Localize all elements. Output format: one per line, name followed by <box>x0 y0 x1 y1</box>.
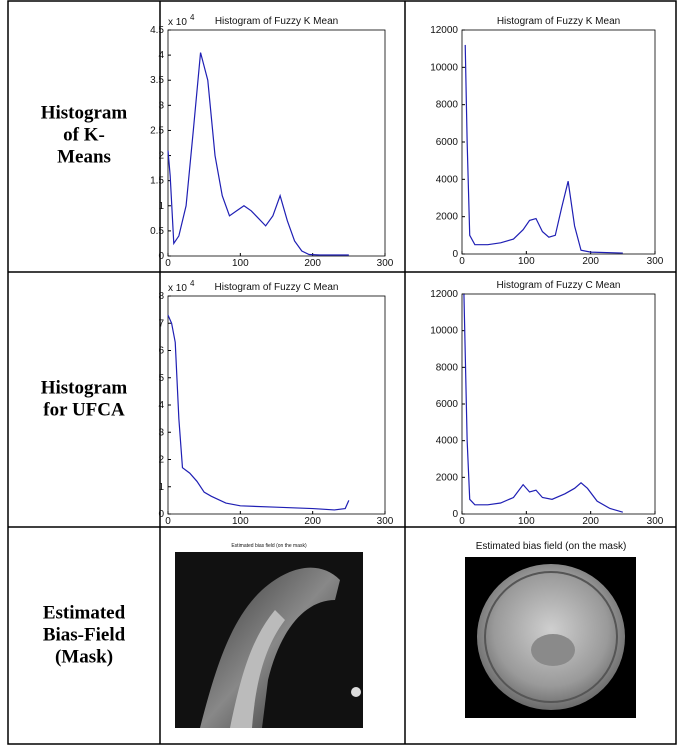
row-label: Estimated <box>43 602 126 623</box>
y-tick-label: 1 <box>158 482 164 493</box>
chart-title: Histogram of Fuzzy C Mean <box>215 282 339 293</box>
y-tick-label: 0 <box>452 509 458 520</box>
y-offset-exponent: 4 <box>190 13 195 22</box>
y-tick-label: 4 <box>158 400 164 411</box>
x-tick-label: 200 <box>582 516 599 527</box>
x-tick-label: 200 <box>582 256 599 267</box>
chart-title: Histogram of Fuzzy C Mean <box>497 280 621 291</box>
y-tick-label: 2000 <box>436 472 459 483</box>
plot-frame <box>462 294 655 514</box>
histogram-line <box>465 45 623 253</box>
plot-frame <box>168 296 385 514</box>
y-offset-base: x 10 <box>168 17 187 28</box>
x-tick-label: 0 <box>165 516 171 527</box>
mri-image <box>175 552 363 728</box>
head-image <box>465 557 636 718</box>
histogram-line <box>464 294 623 512</box>
image-caption: Estimated bias field (on the mask) <box>231 543 307 549</box>
row-label: of K- <box>63 124 105 145</box>
y-tick-label: 10000 <box>430 62 458 73</box>
y-tick-label: 7 <box>158 318 164 329</box>
x-tick-label: 100 <box>518 256 535 267</box>
y-tick-label: 10000 <box>430 326 458 337</box>
figure-table: Histogramof K-Means010020030000.511.522.… <box>0 0 683 745</box>
x-tick-label: 200 <box>304 258 321 269</box>
x-tick-label: 300 <box>377 516 394 527</box>
x-tick-label: 300 <box>647 256 664 267</box>
y-tick-label: 0 <box>452 249 458 260</box>
row-label: Means <box>57 146 111 167</box>
y-tick-label: 0 <box>158 251 164 262</box>
histogram-line <box>168 53 349 255</box>
y-tick-label: 8000 <box>436 100 459 111</box>
row-label: Histogram <box>41 377 128 398</box>
x-tick-label: 0 <box>459 516 465 527</box>
x-tick-label: 0 <box>459 256 465 267</box>
plot-frame <box>168 30 385 256</box>
histogram-line <box>168 315 349 510</box>
y-tick-label: 2000 <box>436 212 459 223</box>
y-tick-label: 2 <box>158 151 164 162</box>
y-tick-label: 12000 <box>430 289 458 300</box>
y-offset-base: x 10 <box>168 283 187 294</box>
y-tick-label: 0.5 <box>150 226 164 237</box>
y-tick-label: 3 <box>158 427 164 438</box>
y-tick-label: 4000 <box>436 174 459 185</box>
y-tick-label: 12000 <box>430 25 458 36</box>
x-tick-label: 100 <box>232 516 249 527</box>
x-tick-label: 0 <box>165 258 171 269</box>
y-tick-label: 6000 <box>436 137 459 148</box>
y-tick-label: 8000 <box>436 362 459 373</box>
x-tick-label: 100 <box>518 516 535 527</box>
y-tick-label: 2.5 <box>150 125 164 136</box>
x-tick-label: 200 <box>304 516 321 527</box>
y-tick-label: 5 <box>158 373 164 384</box>
x-tick-label: 300 <box>647 516 664 527</box>
y-tick-label: 2 <box>158 455 164 466</box>
row-label: for UFCA <box>43 399 125 420</box>
row-label: Histogram <box>41 102 128 123</box>
y-offset-exponent: 4 <box>190 279 195 288</box>
chart-title: Histogram of Fuzzy K Mean <box>497 16 620 27</box>
row-label: Bias-Field <box>43 624 126 645</box>
y-tick-label: 4000 <box>436 436 459 447</box>
x-tick-label: 100 <box>232 258 249 269</box>
y-tick-label: 0 <box>158 509 164 520</box>
y-tick-label: 8 <box>158 291 164 302</box>
y-tick-label: 3.5 <box>150 75 164 86</box>
y-tick-label: 6000 <box>436 399 459 410</box>
y-tick-label: 1 <box>158 201 164 212</box>
y-tick-label: 3 <box>158 100 164 111</box>
chart-title: Histogram of Fuzzy K Mean <box>215 16 338 27</box>
image-caption: Estimated bias field (on the mask) <box>476 541 627 552</box>
y-tick-label: 1.5 <box>150 176 164 187</box>
y-tick-label: 4.5 <box>150 25 164 36</box>
row-label: (Mask) <box>55 646 113 667</box>
x-tick-label: 300 <box>377 258 394 269</box>
y-tick-label: 6 <box>158 346 164 357</box>
y-tick-label: 4 <box>158 50 164 61</box>
